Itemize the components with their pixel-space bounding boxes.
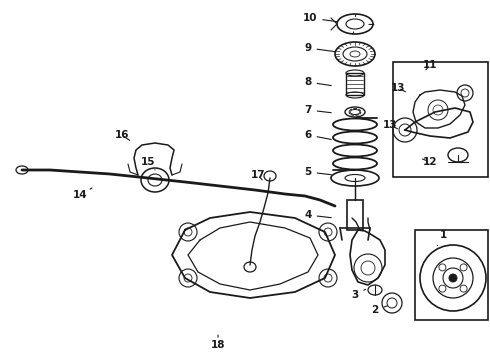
Text: 16: 16 — [115, 130, 130, 140]
Ellipse shape — [449, 274, 457, 282]
Text: 17: 17 — [251, 170, 265, 180]
Text: 13: 13 — [383, 120, 397, 130]
Text: 13: 13 — [391, 83, 406, 93]
Bar — [347, 200, 363, 230]
Text: 2: 2 — [371, 305, 388, 315]
Text: 18: 18 — [211, 335, 225, 350]
Bar — [415, 230, 488, 320]
Text: 12: 12 — [422, 157, 437, 167]
Text: 9: 9 — [304, 43, 335, 53]
Text: 1: 1 — [437, 230, 446, 246]
Text: 15: 15 — [141, 157, 155, 170]
Text: 10: 10 — [303, 13, 337, 23]
Text: 4: 4 — [304, 210, 331, 220]
Bar — [393, 62, 488, 177]
Text: 5: 5 — [304, 167, 331, 177]
Text: 8: 8 — [304, 77, 331, 87]
Bar — [346, 73, 364, 95]
Text: 3: 3 — [351, 289, 366, 300]
Text: 7: 7 — [304, 105, 331, 115]
Text: 14: 14 — [73, 188, 92, 200]
Text: 6: 6 — [304, 130, 331, 140]
Text: 11: 11 — [423, 60, 437, 70]
